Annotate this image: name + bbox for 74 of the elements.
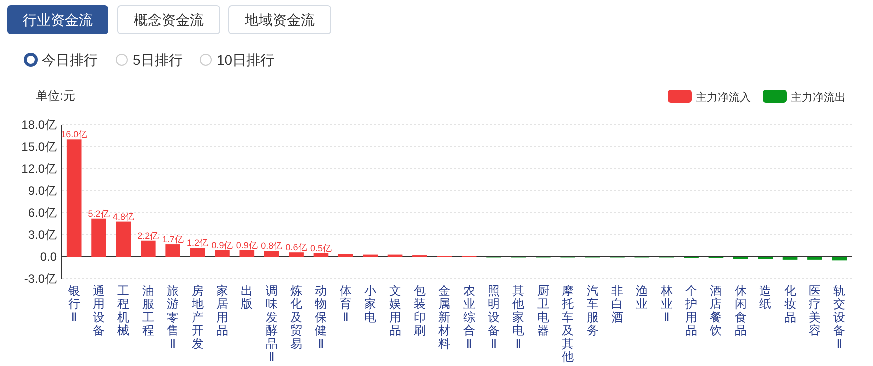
data-label: 0.9亿: [236, 240, 258, 250]
x-tick-label: 化妆品: [784, 284, 796, 324]
legend-label: 主力净流入: [696, 91, 751, 104]
x-tick-label: 照明设备Ⅱ: [488, 284, 500, 351]
x-tick-label: 非白酒: [611, 284, 624, 324]
x-tick-label: 金属新材料: [438, 284, 451, 351]
x-tick-label: 炼化及贸易: [290, 284, 303, 351]
text: 概念资金流: [134, 12, 204, 28]
text: 10日排行: [217, 52, 275, 68]
x-tick-label: 个护用品: [684, 284, 698, 338]
x-tick-label: 出版: [241, 284, 254, 312]
y-tick-label: 0.0: [40, 250, 58, 264]
y-tick-label: 3.0亿: [28, 228, 57, 242]
bar: [215, 250, 230, 257]
bar: [264, 251, 280, 257]
x-tick-label: 包装印刷: [414, 284, 426, 338]
data-label: 0.6亿: [286, 242, 308, 253]
x-tick-label: 渔业: [636, 284, 648, 312]
x-tick-label: 休闲食品: [734, 284, 747, 338]
data-label: 1.7亿: [162, 234, 184, 245]
bar: [166, 244, 180, 257]
x-tick-label: 文娱用品: [389, 284, 402, 338]
y-tick-label: 9.0亿: [28, 184, 57, 198]
x-tick-label: 油服工程: [142, 284, 154, 338]
x-tick-label: 工程机械: [118, 284, 130, 338]
x-tick-label: 银行Ⅱ: [67, 284, 80, 324]
bar: [92, 218, 106, 257]
text: 行业资金流: [23, 12, 93, 28]
x-tick-label: 通用设备: [93, 284, 106, 338]
x-tick-label: 动物保健Ⅱ: [315, 284, 328, 351]
x-tick-label: 摩托车及其他: [561, 284, 574, 364]
x-tick-label: 轨交设备Ⅱ: [834, 284, 846, 351]
y-tick-label: 6.0亿: [28, 206, 57, 220]
x-tick-label: 其他家电Ⅱ: [512, 284, 525, 351]
y-tick-label: 12.0亿: [22, 162, 57, 176]
x-tick-label: 家居用品: [216, 284, 228, 338]
x-tick-label: 小家电: [364, 284, 377, 324]
bar: [782, 257, 798, 260]
data-label: 0.5亿: [310, 243, 332, 254]
y-tick-label: -3.0亿: [24, 272, 57, 286]
data-label: 2.2亿: [138, 230, 160, 241]
y-tick-label: 18.0亿: [22, 118, 57, 132]
x-tick-label: 调味发酵品Ⅱ: [266, 284, 278, 364]
x-tick-label: 厨卫电器: [537, 284, 550, 338]
text: 地域资金流: [244, 12, 315, 28]
bar: [314, 253, 329, 257]
y-tick-label: 15.0亿: [22, 140, 57, 154]
text: 5日排行: [133, 52, 183, 68]
x-tick-label: 医疗美容: [808, 284, 821, 338]
data-label: 5.2亿: [88, 208, 110, 219]
x-tick-label: 农业综合Ⅱ: [463, 284, 476, 351]
bar: [190, 248, 206, 257]
x-tick-label: 造纸: [760, 284, 772, 312]
x-tick-label: 体育Ⅱ: [340, 284, 352, 324]
text: 今日排行: [42, 52, 98, 68]
bar: [808, 257, 822, 260]
bar: [240, 250, 255, 257]
data-label: 0.8亿: [261, 241, 283, 252]
data-label: 0.9亿: [212, 240, 234, 250]
x-tick-label: 林业Ⅱ: [660, 284, 673, 324]
bar: [289, 252, 304, 257]
bar: [338, 254, 354, 257]
bar: [116, 222, 132, 257]
x-tick-label: 酒店餐饮: [709, 284, 722, 338]
y-axis-title: 单位:元: [36, 89, 76, 103]
data-label: 1.2亿: [187, 238, 209, 248]
data-label: 4.8亿: [112, 212, 134, 222]
bar: [141, 240, 156, 257]
bar: [66, 140, 82, 257]
x-tick-label: 旅游零售Ⅱ: [167, 284, 180, 351]
legend-label: 主力净流出: [791, 91, 846, 104]
bar: [832, 257, 848, 261]
x-tick-label: 汽车服务: [586, 284, 599, 338]
x-tick-label: 房地产开发: [190, 284, 204, 351]
